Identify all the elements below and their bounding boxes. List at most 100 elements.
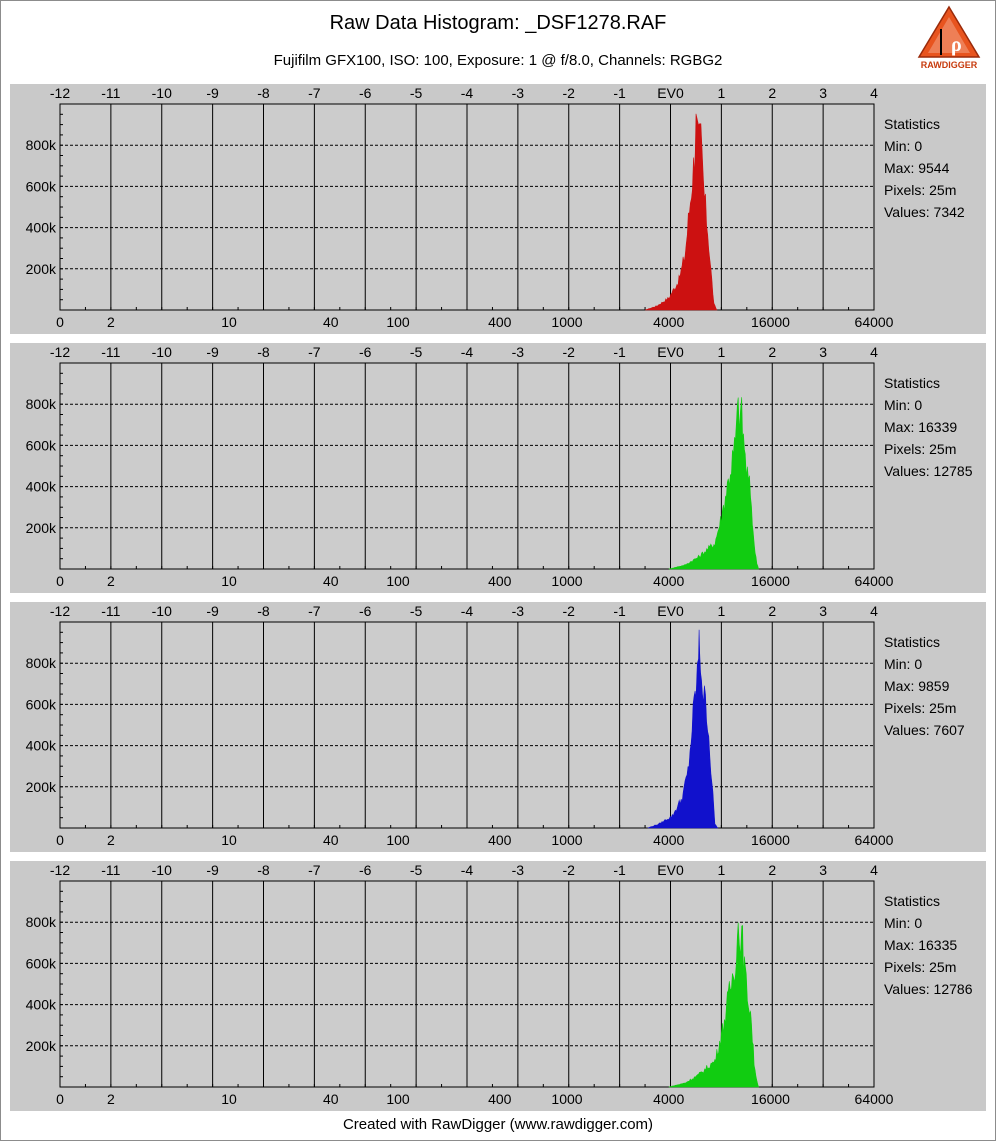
x-tick-label: 4000: [653, 1091, 684, 1107]
x-tick-label: 40: [323, 832, 339, 848]
y-tick-label: 800k: [26, 137, 57, 153]
ev-tick-label: -4: [461, 862, 474, 878]
ev-tick-label: -4: [461, 603, 474, 619]
statistics-block: Statistics Min: 0 Max: 9544 Pixels: 25m Valu…: [884, 113, 965, 223]
ev-tick-label: -11: [101, 85, 120, 101]
ev-tick-label: -8: [257, 862, 270, 878]
ev-tick-label: -4: [461, 85, 474, 101]
stat-values: Values: 7607: [884, 722, 965, 738]
stat-max: Max: 16339: [884, 419, 958, 435]
ev-tick-label: -7: [308, 85, 321, 101]
x-tick-label: 1000: [551, 314, 582, 330]
stat-label: Statistics: [884, 893, 941, 909]
y-tick-label: 400k: [26, 738, 57, 754]
ev-tick-label: -1: [613, 344, 626, 360]
ev-tick-label: 1: [717, 85, 725, 101]
ev-tick-label: 1: [717, 344, 725, 360]
ev-tick-label: -3: [512, 862, 525, 878]
x-tick-label: 2: [107, 1091, 115, 1107]
stat-max: Max: 9544: [884, 160, 950, 176]
ev-tick-label: EV0: [657, 862, 684, 878]
y-tick-label: 800k: [26, 914, 57, 930]
ev-tick-label: 3: [819, 603, 827, 619]
ev-tick-label: 1: [717, 862, 725, 878]
x-tick-label: 64000: [855, 573, 894, 589]
ev-tick-label: -10: [152, 85, 172, 101]
x-tick-label: 1000: [551, 832, 582, 848]
stat-max: Max: 9859: [884, 678, 950, 694]
ev-tick-label: 2: [768, 85, 776, 101]
ev-tick-label: -4: [461, 344, 474, 360]
chart-title: Raw Data Histogram: _DSF1278.RAF: [329, 12, 667, 34]
x-tick-label: 16000: [751, 832, 790, 848]
stat-min: Min: 0: [884, 656, 923, 672]
ev-tick-label: -10: [152, 862, 172, 878]
stat-max: Max: 16335: [884, 937, 958, 953]
ev-tick-label: 3: [819, 85, 827, 101]
y-tick-label: 200k: [26, 1038, 57, 1054]
histogram-area-R: [645, 113, 718, 311]
stat-label: Statistics: [884, 116, 941, 132]
stat-pixels: Pixels: 25m: [884, 441, 957, 457]
x-tick-label: 400: [488, 314, 512, 330]
stat-min: Min: 0: [884, 138, 923, 154]
x-tick-label: 100: [386, 832, 410, 848]
ev-tick-label: -12: [50, 862, 70, 878]
x-tick-label: 4000: [653, 314, 684, 330]
x-tick-label: 10: [221, 573, 237, 589]
ev-tick-label: 2: [768, 862, 776, 878]
ev-tick-label: -2: [563, 862, 576, 878]
x-tick-label: 16000: [751, 573, 790, 589]
ev-tick-label: 3: [819, 862, 827, 878]
ev-tick-label: -6: [359, 85, 372, 101]
svg-text:RAWDIGGER: RAWDIGGER: [921, 60, 978, 70]
stat-label: Statistics: [884, 634, 941, 650]
stat-pixels: Pixels: 25m: [884, 700, 957, 716]
statistics-block: Statistics Min: 0 Max: 16339 Pixels: 25m Val…: [884, 372, 972, 482]
x-tick-label: 40: [323, 314, 339, 330]
y-tick-label: 400k: [26, 220, 57, 236]
ev-tick-label: -10: [152, 603, 172, 619]
histogram-panel-green: 200k 400k 600k 800k -12 -11 -10 -9 -8 -7 -6 -5 -4 -3-…: [10, 343, 986, 593]
x-tick-label: 2: [107, 314, 115, 330]
x-tick-label: 400: [488, 832, 512, 848]
x-tick-label: 64000: [855, 832, 894, 848]
x-tick-label: 10: [221, 832, 237, 848]
stat-min: Min: 0: [884, 397, 923, 413]
x-tick-label: 0: [56, 1091, 64, 1107]
ev-tick-label: -11: [101, 862, 120, 878]
x-tick-label: 64000: [855, 1091, 894, 1107]
x-tick-label: 2: [107, 573, 115, 589]
ev-tick-label: -2: [563, 344, 576, 360]
ev-tick-label: -7: [308, 862, 321, 878]
ev-tick-label: -12: [50, 603, 70, 619]
y-tick-label: 200k: [26, 520, 57, 536]
x-tick-label: 64000: [855, 314, 894, 330]
ev-tick-label: -12: [50, 85, 70, 101]
x-tick-label: 100: [386, 1091, 410, 1107]
ev-tick-label: -9: [206, 862, 219, 878]
statistics-block: Statistics Min: 0 Max: 9859 Pixels: 25m Valu…: [884, 631, 965, 741]
x-tick-label: 0: [56, 832, 64, 848]
x-tick-label: 0: [56, 314, 64, 330]
ev-tick-label: -5: [410, 603, 423, 619]
chart-subtitle: Fujifilm GFX100, ISO: 100, Exposure: 1 @…: [273, 52, 723, 69]
y-tick-label: 200k: [26, 779, 57, 795]
ev-tick-label: 4: [870, 603, 878, 619]
x-tick-label: 100: [386, 573, 410, 589]
ev-tick-label: -6: [359, 344, 372, 360]
ev-tick-label: EV0: [657, 344, 684, 360]
histogram-panel-red: 200k 400k 600k 800k -12 -11 -10 -9 -8 -7 -6 -5 -4 -3-…: [10, 84, 986, 334]
ev-tick-label: -9: [206, 85, 219, 101]
y-tick-label: 600k: [26, 437, 57, 453]
ev-tick-label: -5: [410, 85, 423, 101]
histogram-area-B: [647, 629, 719, 829]
x-tick-label: 0: [56, 573, 64, 589]
ev-tick-label: 2: [768, 344, 776, 360]
x-tick-label: 40: [323, 1091, 339, 1107]
stat-pixels: Pixels: 25m: [884, 959, 957, 975]
ev-tick-label: -5: [410, 862, 423, 878]
